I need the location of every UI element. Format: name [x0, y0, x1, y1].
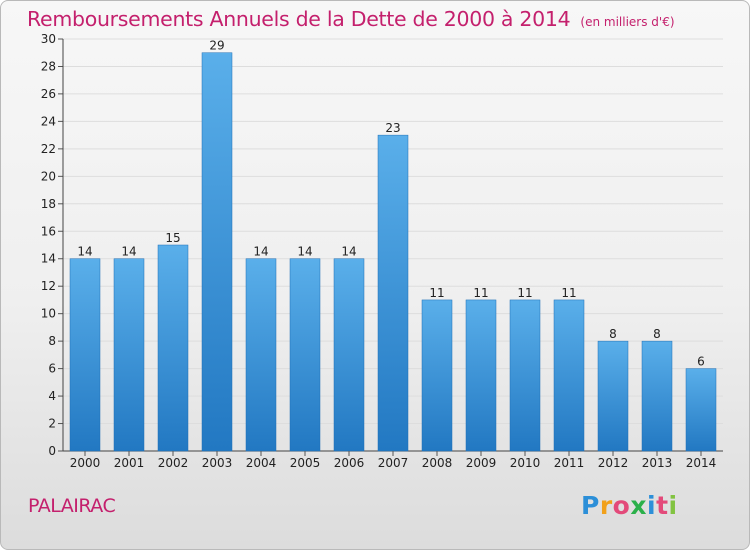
bar-value-label: 15 — [165, 231, 180, 245]
x-tick-label: 2004 — [246, 456, 277, 470]
bar-value-label: 14 — [341, 245, 356, 259]
bar-value-label: 23 — [385, 121, 400, 135]
commune-name: PALAIRAC — [28, 495, 116, 517]
y-tick-label: 8 — [48, 334, 56, 348]
x-tick-label: 2008 — [422, 456, 453, 470]
logo-letter: r — [599, 491, 613, 520]
bar-value-label: 11 — [473, 286, 488, 300]
bar — [509, 299, 541, 452]
proxiti-logo: Proxiti — [581, 491, 678, 520]
bar-value-label: 8 — [653, 327, 661, 341]
bar — [553, 299, 585, 452]
y-tick-label: 18 — [41, 197, 56, 211]
bar-value-label: 14 — [121, 245, 136, 259]
bar — [465, 299, 497, 452]
bar-value-label: 14 — [253, 245, 268, 259]
x-tick-label: 2012 — [598, 456, 629, 470]
y-tick-label: 16 — [41, 224, 56, 238]
y-tick-label: 10 — [41, 307, 56, 321]
logo-letter: x — [630, 491, 647, 520]
logo-letter: i — [668, 491, 678, 520]
bar — [685, 368, 717, 452]
bar — [377, 134, 409, 452]
y-tick-label: 4 — [48, 389, 56, 403]
bar-value-label: 11 — [517, 286, 532, 300]
x-tick-label: 2006 — [334, 456, 365, 470]
bar — [69, 258, 101, 452]
x-tick-label: 2011 — [554, 456, 585, 470]
y-tick-label: 2 — [48, 417, 56, 431]
bar — [289, 258, 321, 452]
bar — [333, 258, 365, 452]
y-tick-label: 22 — [41, 142, 56, 156]
bar-value-label: 11 — [561, 286, 576, 300]
y-tick-label: 28 — [41, 59, 56, 73]
bar — [157, 244, 189, 452]
bar — [641, 340, 673, 452]
bar-value-label: 29 — [209, 39, 224, 53]
x-tick-label: 2007 — [378, 456, 409, 470]
chart-title-unit: (en milliers d'€) — [580, 15, 675, 29]
x-tick-label: 2000 — [70, 456, 101, 470]
y-tick-label: 24 — [41, 114, 56, 128]
x-tick-label: 2005 — [290, 456, 321, 470]
y-tick-label: 6 — [48, 362, 56, 376]
chart-title: Remboursements Annuels de la Dette de 20… — [27, 7, 675, 31]
x-tick-label: 2003 — [202, 456, 233, 470]
x-tick-label: 2001 — [114, 456, 145, 470]
y-tick-label: 14 — [41, 252, 56, 266]
x-tick-label: 2009 — [466, 456, 497, 470]
logo-letter: t — [656, 491, 669, 520]
y-tick-label: 0 — [48, 444, 56, 458]
y-tick-label: 26 — [41, 87, 56, 101]
x-tick-label: 2013 — [642, 456, 673, 470]
bar — [597, 340, 629, 452]
x-tick-label: 2002 — [158, 456, 189, 470]
bar — [245, 258, 277, 452]
logo-letter: o — [612, 491, 631, 520]
bar-value-label: 14 — [297, 245, 312, 259]
x-tick-label: 2014 — [686, 456, 717, 470]
bar-value-label: 8 — [609, 327, 617, 341]
x-tick-label: 2010 — [510, 456, 541, 470]
bar-value-label: 14 — [77, 245, 92, 259]
logo-letter: P — [581, 491, 600, 520]
logo-letter: i — [647, 491, 657, 520]
y-tick-label: 30 — [41, 32, 56, 46]
y-tick-label: 20 — [41, 169, 56, 183]
bar — [421, 299, 453, 452]
bar-value-label: 6 — [697, 355, 705, 369]
bar — [201, 52, 233, 452]
bar-value-label: 11 — [429, 286, 444, 300]
y-tick-label: 12 — [41, 279, 56, 293]
bar — [113, 258, 145, 452]
chart-title-main: Remboursements Annuels de la Dette de 20… — [27, 7, 571, 31]
